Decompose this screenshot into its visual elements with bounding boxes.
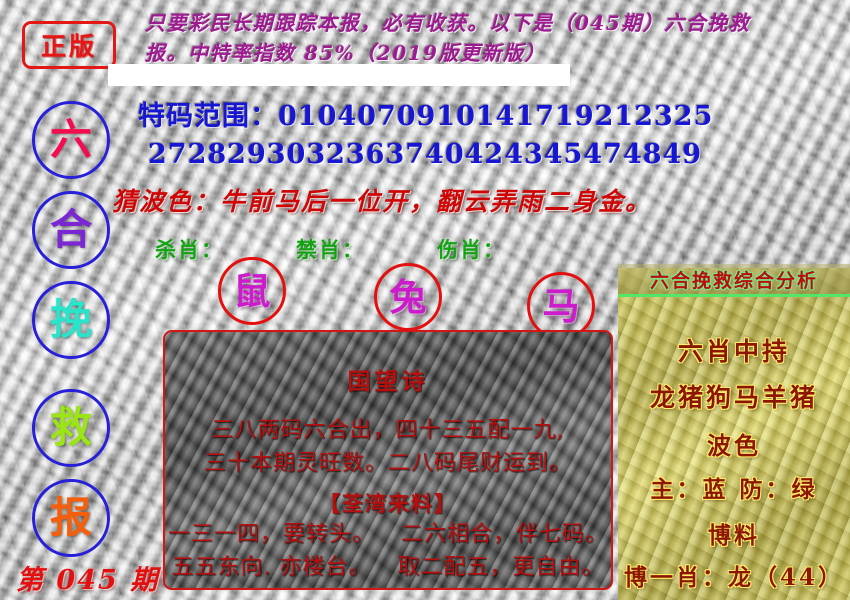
poem-line-4a: 五五东向. 亦楼台。 [171, 555, 372, 580]
lottery-number: 25 [673, 101, 714, 132]
lottery-number: 10 [436, 101, 476, 132]
poem-line-3b: 二六相合，伴七码。 [401, 522, 609, 547]
lottery-number: 09 [396, 101, 437, 132]
analysis-panel-header: 六合挽救综合分析 [618, 264, 850, 297]
lottery-number: 45 [543, 139, 584, 170]
zodiac-circle-0: 鼠 [218, 257, 286, 325]
sidebar-char-2: 挽 [49, 295, 92, 344]
poem-line-2: 三十本期灵旺数。二八码尾财运到。 [203, 451, 572, 476]
poem-line-3a: 一三一四，要转头。 [167, 522, 375, 547]
lottery-number: 01 [278, 101, 318, 132]
poem-title: 国望诗 [347, 368, 429, 395]
authentic-stamp: 正版 [22, 21, 116, 69]
analysis-line-4: 主：蓝 防：绿 [650, 476, 818, 503]
analysis-line-1: 六肖中持 [677, 337, 790, 366]
analysis-line-5: 博料 [708, 522, 760, 549]
analysis-line-2: 龙猪狗马羊猪 [649, 383, 818, 412]
lottery-number: 04 [317, 101, 358, 132]
lottery-number: 29 [227, 139, 267, 170]
zodiac-char-2: 马 [542, 283, 580, 328]
lottery-number: 48 [622, 139, 663, 170]
issue-number: 第 045 期 [16, 565, 160, 596]
lottery-number: 21 [594, 101, 635, 132]
sidebar-item-1[interactable]: 合 [32, 191, 110, 269]
lottery-number: 36 [345, 139, 386, 170]
number-list-1: 0104070910141719212325 [278, 101, 713, 132]
zodiac-char-0: 鼠 [233, 268, 271, 313]
lottery-number: 19 [555, 101, 595, 132]
special-code-range: 特码范围：0104070910141719212325 272829303236… [138, 98, 838, 174]
analysis-panel: 六肖中持 龙猪狗马羊猪 波色 主：蓝 防：绿 博料 博一肖：龙（44） [618, 268, 850, 600]
zodiac-label-2: 伤肖： [437, 237, 506, 262]
analysis-panel-header-label: 六合挽救综合分析 [649, 269, 818, 292]
zodiac-circle-2: 马 [527, 272, 595, 340]
sidebar-item-4[interactable]: 报 [32, 479, 110, 557]
header-announcement: 只要彩民长期跟踪本报，必有收获。以下是（045期）六合挽救 报。中特率指数 85… [145, 8, 845, 68]
poem-box: 国望诗 三八两码六合出，四十三五配一九, 三十本期灵旺数。二八码尾财运到。 【荃… [163, 330, 613, 590]
poem-section-title: 【荃湾来料】 [319, 491, 457, 516]
zodiac-circle-1: 兔 [374, 263, 442, 331]
lottery-number: 37 [385, 139, 426, 170]
poem-line-3: 一三一四，要转头。 二六相合，伴七码。 [165, 518, 611, 551]
authentic-stamp-label: 正版 [40, 32, 97, 61]
lottery-number: 30 [266, 139, 307, 170]
sidebar-item-3[interactable]: 救 [32, 389, 110, 467]
lottery-number: 07 [357, 101, 397, 132]
lottery-number: 23 [634, 101, 674, 132]
lottery-number: 47 [583, 139, 623, 170]
zodiac-label-1: 禁肖： [296, 237, 365, 262]
poem-line-4b: 取二配五，更自由。 [397, 555, 605, 580]
header-line-2: 报。中特率指数 85%（2019版更新版） [145, 41, 546, 65]
number-list-2: 2728293032363740424345474849 [148, 139, 702, 170]
poem-line-4: 五五东向. 亦楼台。 取二配五，更自由。 [165, 551, 611, 584]
sidebar-char-0: 六 [49, 115, 92, 164]
sidebar-char-3: 救 [49, 403, 92, 452]
poem-line-1: 三八两码六合出，四十三五配一九, [211, 418, 565, 443]
number-row-2: 2728293032363740424345474849 [138, 136, 838, 174]
analysis-line-3: 波色 [707, 431, 761, 460]
special-code-range-label: 特码范围： [138, 101, 278, 132]
lottery-number: 40 [425, 139, 465, 170]
number-row-1: 特码范围：0104070910141719212325 [138, 98, 838, 136]
sidebar-item-0[interactable]: 六 [32, 101, 110, 179]
blank-white-bar [108, 64, 570, 86]
zodiac-label-0: 杀肖： [155, 237, 224, 262]
wave-color-line: 猜波色：牛前马后一位开，翻云弄雨二身金。 [112, 187, 653, 216]
lottery-number: 28 [187, 139, 228, 170]
analysis-line-6: 博一肖：龙（44） [623, 564, 844, 591]
lottery-number: 43 [504, 139, 544, 170]
lottery-number: 42 [464, 139, 505, 170]
lottery-number: 32 [306, 139, 346, 170]
zodiac-char-1: 兔 [389, 274, 427, 319]
sidebar-item-2[interactable]: 挽 [32, 281, 110, 359]
lottery-number: 17 [515, 101, 556, 132]
sidebar-char-4: 报 [49, 493, 92, 542]
lottery-number: 49 [662, 139, 703, 170]
lottery-number: 14 [475, 101, 516, 132]
lottery-number: 27 [148, 139, 188, 170]
header-line-1: 只要彩民长期跟踪本报，必有收获。以下是（045期）六合挽救 [145, 11, 751, 35]
sidebar-char-1: 合 [49, 205, 92, 254]
